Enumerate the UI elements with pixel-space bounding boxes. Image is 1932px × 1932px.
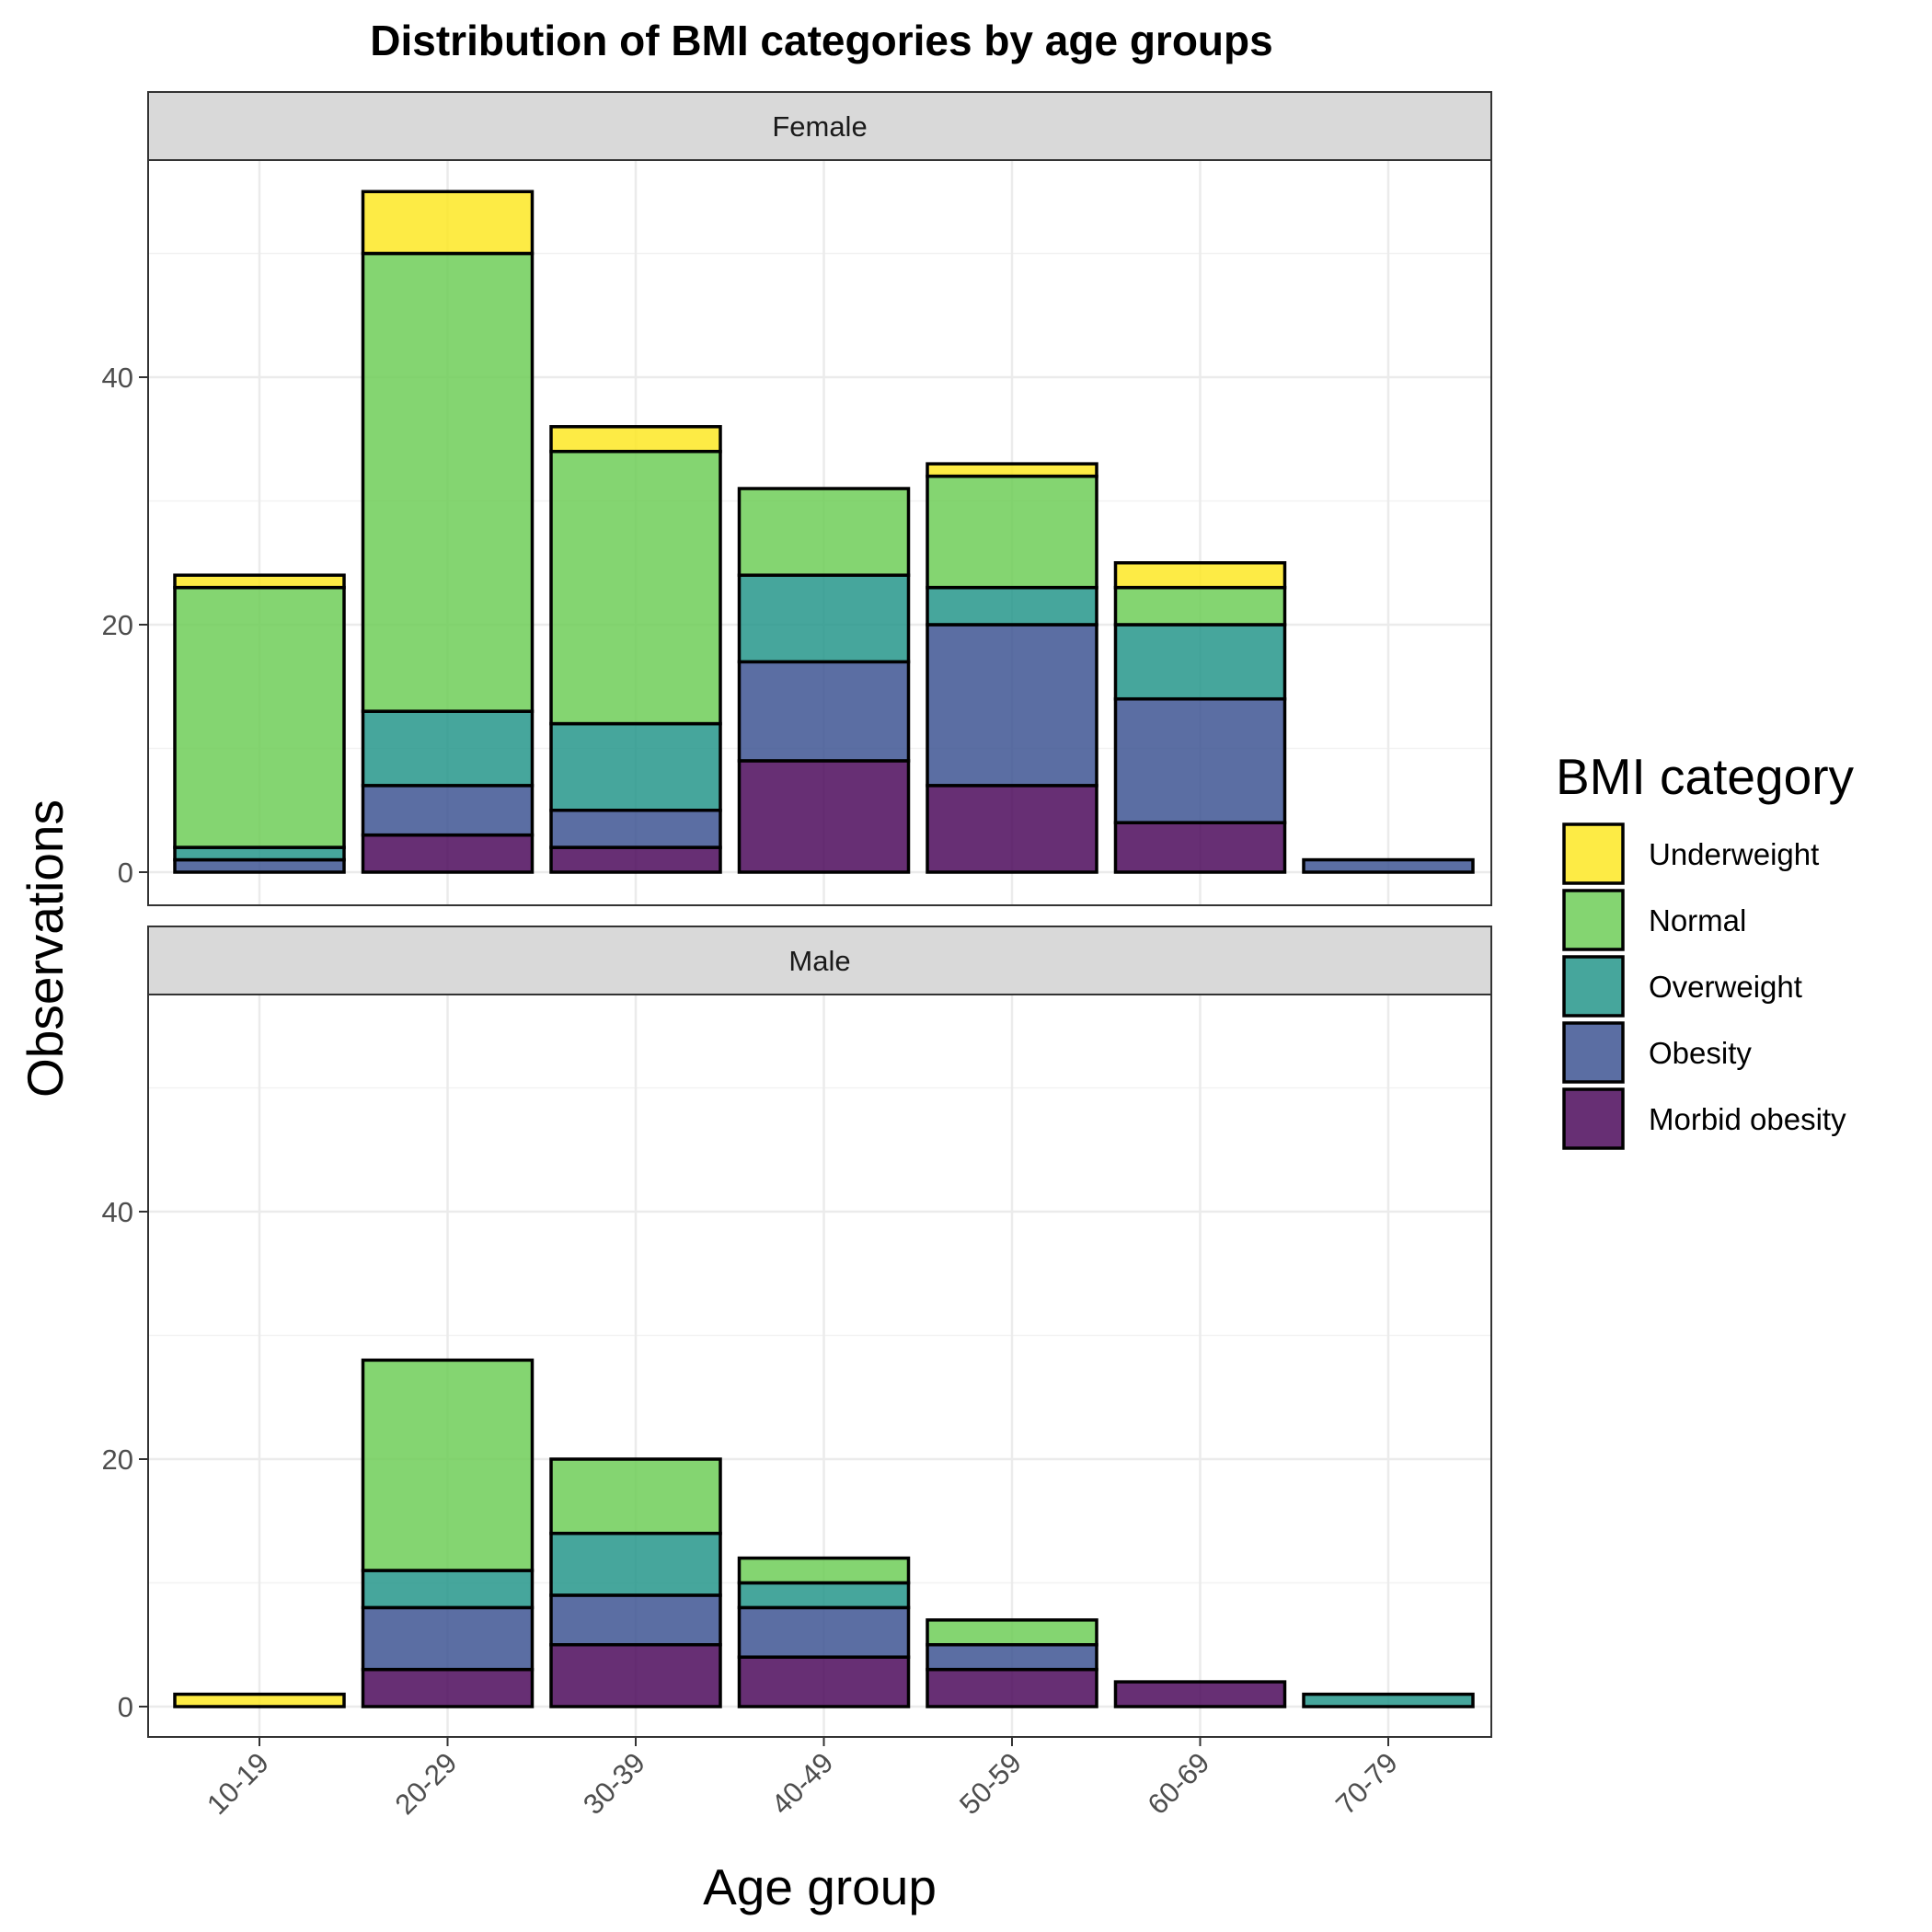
bar-male-50-59-morbid-obesity [926,1667,1098,1708]
chart-title: Distribution of BMI categories by age gr… [370,17,1272,64]
bar-male-40-49-obesity [737,1605,911,1659]
bar-male-50-59-normal [926,1618,1098,1647]
panel-border-male [147,994,1492,1738]
bar-female-10-19-normal [173,585,346,849]
bar-male-30-39-morbid-obesity [549,1643,722,1708]
bar-female-30-39-morbid-obesity [549,845,722,874]
facet-strip-female [147,91,1492,161]
bar-female-40-49-overweight [737,573,911,664]
bar-female-60-69-overweight [1113,623,1287,701]
bar-male-70-79-overweight [1302,1692,1475,1708]
bar-female-30-39-underweight [549,425,722,454]
bar-male-40-49-normal [737,1556,911,1585]
bar-male-50-59-obesity [926,1643,1098,1672]
legend: BMI category Underweight Normal Overweight… [1556,748,1855,1150]
bar-female-30-39-normal [549,449,722,726]
x-tick-label-10-19: 10-19 [201,1746,275,1821]
x-tick-label-20-29: 20-29 [389,1746,464,1821]
bar-female-50-59-overweight [926,585,1098,627]
legend-label-morbid-obesity: Morbid obesity [1649,1102,1846,1136]
bar-male-40-49-overweight [737,1581,911,1610]
y-tick-label: 20 [102,609,133,641]
bar-female-60-69-obesity [1113,696,1287,824]
bar-male-10-19-underweight [173,1692,346,1708]
x-tick-label-60-69: 60-69 [1142,1746,1216,1821]
bar-female-60-69-underweight [1113,561,1287,590]
bar-female-10-19-obesity [173,857,346,874]
x-tick-label-40-49: 40-49 [765,1746,840,1821]
legend-swatch-overweight [1562,955,1625,1018]
bar-male-20-29-overweight [361,1569,535,1610]
x-tick-label-50-59: 50-59 [953,1746,1028,1821]
legend-label-normal: Normal [1649,903,1746,937]
bars-female [173,190,1475,874]
bar-male-60-69-morbid-obesity [1113,1680,1287,1708]
y-axis-male: 0 20 40 [102,1196,148,1723]
y-tick-label: 20 [102,1443,133,1476]
legend-swatch-normal [1562,889,1625,951]
bar-female-50-59-morbid-obesity [926,784,1098,874]
bar-male-30-39-overweight [549,1531,722,1597]
bars-male [173,1358,1475,1708]
bar-female-60-69-normal [1113,585,1287,627]
facet-label-female: Female [772,110,867,143]
bar-female-30-39-obesity [549,809,722,849]
y-tick-label: 0 [118,857,133,889]
bar-female-20-29-underweight [361,190,535,256]
facet-label-male: Male [788,945,850,977]
bar-female-50-59-underweight [926,462,1098,478]
y-tick-label: 40 [102,362,133,394]
x-axis-title: Age group [703,1858,937,1915]
bar-female-70-79-obesity [1302,857,1475,874]
legend-swatch-morbid-obesity [1562,1087,1625,1150]
bar-female-40-49-obesity [737,660,911,763]
legend-label-underweight: Underweight [1649,837,1819,871]
panel-border-female [147,159,1492,906]
bar-male-20-29-normal [361,1358,535,1572]
x-tick-label-30-39: 30-39 [577,1746,651,1821]
legend-label-overweight: Overweight [1649,970,1802,1004]
bar-male-30-39-obesity [549,1593,722,1647]
bar-female-20-29-obesity [361,784,535,837]
bar-female-20-29-morbid-obesity [361,833,535,874]
facet-panel-female: Female 0 20 40 [102,91,1492,906]
facet-strip-male [147,926,1492,995]
bar-female-60-69-morbid-obesity [1113,821,1287,874]
bar-female-20-29-overweight [361,709,535,788]
legend-swatch-underweight [1562,822,1625,885]
bar-female-10-19-underweight [173,573,346,590]
legend-swatch-obesity [1562,1021,1625,1084]
bar-male-40-49-morbid-obesity [737,1655,911,1708]
bar-female-50-59-obesity [926,623,1098,788]
bar-male-20-29-morbid-obesity [361,1667,535,1708]
x-tick-label-70-79: 70-79 [1329,1746,1404,1821]
bar-female-20-29-normal [361,251,535,713]
bar-female-50-59-normal [926,474,1098,590]
bar-female-30-39-overweight [549,721,722,812]
facet-panel-male: Male 0 20 40 [102,926,1492,1738]
y-axis-title: Observations [17,799,74,1098]
bar-female-40-49-morbid-obesity [737,759,911,874]
x-axis: 10-19 20-29 30-39 40-49 50-59 60-69 70-79 [201,1737,1404,1821]
legend-label-obesity: Obesity [1649,1036,1752,1070]
y-tick-label: 40 [102,1196,133,1228]
legend-items: Underweight Normal Overweight Obesity Morbid… [1562,822,1846,1150]
bar-male-20-29-obesity [361,1605,535,1672]
bar-male-30-39-normal [549,1457,722,1535]
bar-female-40-49-normal [737,487,911,577]
y-tick-label: 0 [118,1691,133,1723]
y-axis-female: 0 20 40 [102,362,148,889]
bar-female-10-19-overweight [173,845,346,862]
legend-title: BMI category [1556,748,1855,805]
